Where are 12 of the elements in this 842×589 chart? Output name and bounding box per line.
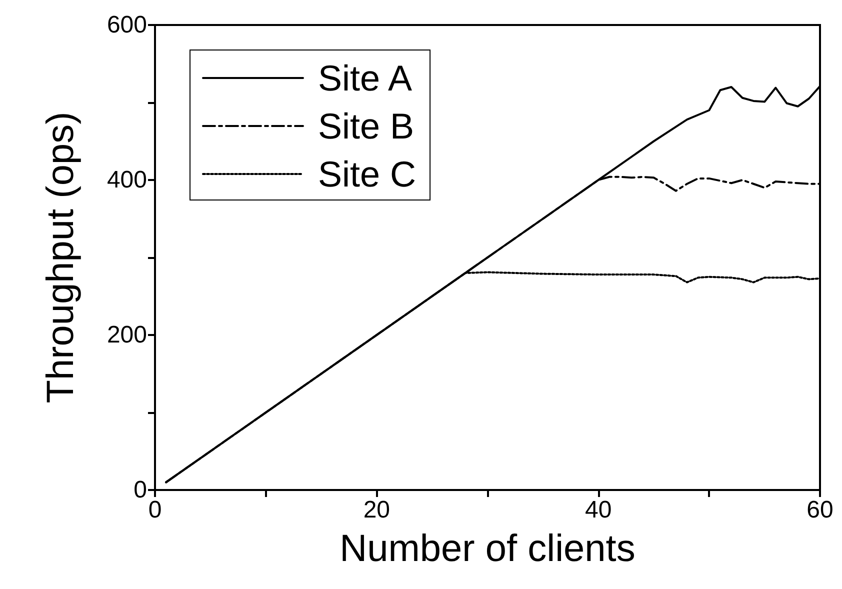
x-tick-label: 40 xyxy=(584,496,612,524)
y-tick-label: 0 xyxy=(134,476,147,504)
y-tick-label: 400 xyxy=(106,166,147,194)
legend-label: Site A xyxy=(318,58,412,98)
y-tick-label: 600 xyxy=(106,12,147,38)
legend-label: Site C xyxy=(318,154,416,194)
y-tick-label: 200 xyxy=(106,322,147,348)
x-axis-title: Number of clients xyxy=(340,528,636,570)
legend-label: Site B xyxy=(318,106,414,146)
x-tick-label: 20 xyxy=(363,496,390,524)
y-axis-title: Throughput (ops) xyxy=(40,112,82,404)
x-tick-label: 60 xyxy=(806,496,834,524)
